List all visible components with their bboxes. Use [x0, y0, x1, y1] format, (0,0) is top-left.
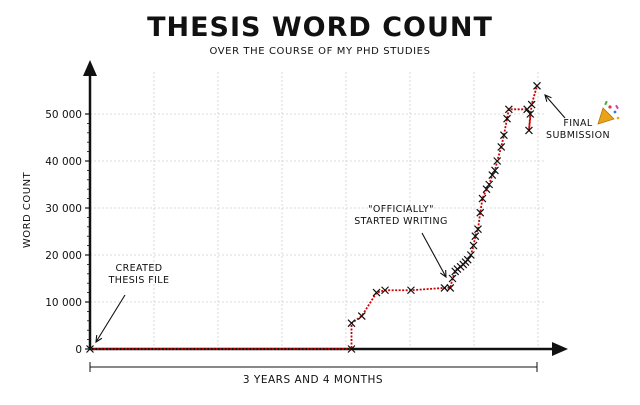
data-point-marker — [469, 241, 478, 250]
annotation-created-arrow — [95, 294, 126, 343]
y-axis-label: WORD COUNT — [22, 171, 33, 248]
y-tick-label: 40 000 — [45, 156, 82, 168]
word-count-line — [90, 85, 538, 350]
data-point-marker — [504, 105, 513, 114]
data-point-marker — [526, 110, 535, 118]
data-point-marker — [478, 194, 487, 203]
party-popper-icon — [597, 100, 620, 125]
annotation-final-arrow-head — [544, 94, 552, 102]
data-point-marker — [381, 286, 389, 295]
y-tick-label: 50 000 — [45, 109, 82, 121]
x-axis-arrowhead — [552, 342, 568, 356]
series-line — [90, 85, 538, 350]
series-markers — [86, 81, 541, 353]
x-axis-span — [89, 362, 538, 372]
annotation-created-thesis-file: THESIS FILE — [108, 275, 170, 286]
data-point-marker — [497, 142, 506, 151]
data-point-marker — [488, 171, 497, 180]
annotation-officially-started-writing: "OFFICIALLY" — [368, 204, 434, 215]
annotation-final-submission: SUBMISSION — [546, 130, 610, 141]
annotation-officially-started-writing: STARTED WRITING — [354, 216, 448, 227]
data-point-marker — [503, 114, 511, 123]
data-point-marker — [440, 283, 449, 292]
y-tick-label: 10 000 — [45, 297, 82, 309]
y-axis-arrowhead — [83, 60, 97, 76]
data-point-marker — [533, 81, 541, 90]
data-point-marker — [347, 319, 356, 328]
data-point-marker — [474, 225, 482, 234]
data-point-marker — [482, 185, 491, 194]
annotation-started-arrow — [421, 232, 447, 278]
data-point-marker — [527, 100, 536, 109]
data-point-marker — [448, 274, 457, 283]
data-point-marker — [491, 166, 499, 175]
data-point-marker — [357, 312, 366, 321]
y-tick-label: 30 000 — [45, 203, 82, 215]
data-point-marker — [372, 288, 381, 297]
chart-title: THESIS WORD COUNT — [147, 12, 493, 43]
data-point-marker — [493, 157, 502, 165]
data-point-marker — [347, 345, 356, 353]
data-point-marker — [446, 283, 455, 292]
gridlines — [90, 72, 545, 349]
y-tick-label: 0 — [75, 344, 82, 356]
annotation-created-arrow-head — [95, 334, 103, 344]
data-point-marker — [463, 255, 472, 264]
data-point-marker — [499, 131, 508, 140]
data-point-marker — [485, 180, 494, 189]
y-axis-ticks: 0 10 000 20 000 30 000 40 000 50 000 — [45, 109, 90, 356]
data-point-marker — [86, 345, 94, 353]
data-point-marker — [476, 208, 485, 217]
x-axis-label: 3 YEARS AND 4 MONTHS — [243, 374, 383, 386]
annotation-final-submission: FINAL — [563, 118, 592, 129]
data-point-marker — [471, 232, 480, 241]
data-point-marker — [466, 251, 475, 259]
annotation-started-arrow-head — [439, 269, 447, 279]
annotation-created-thesis-file: CREATED — [116, 263, 163, 274]
data-point-marker — [525, 126, 533, 135]
annotation-final-arrow — [544, 94, 566, 119]
chart-subtitle: OVER THE COURSE OF MY PHD STUDIES — [209, 46, 431, 57]
data-point-marker — [407, 286, 415, 295]
y-tick-label: 20 000 — [45, 250, 82, 262]
